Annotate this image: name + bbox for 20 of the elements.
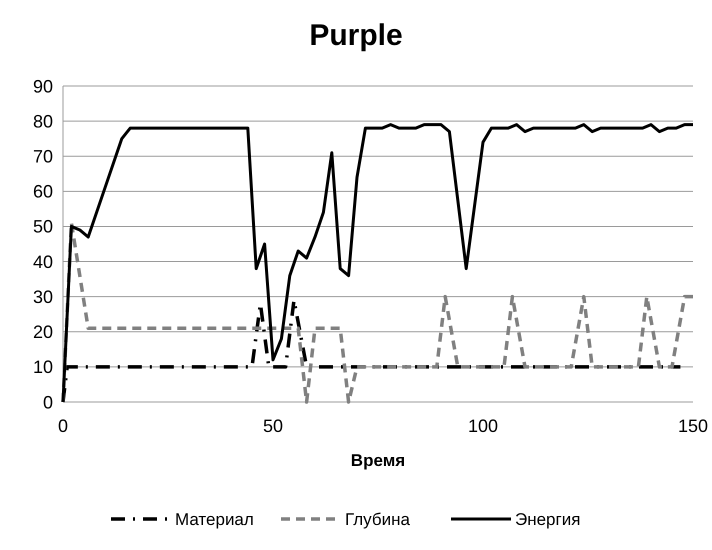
y-tick-label: 30 (32, 286, 53, 307)
y-tick-label: 90 (32, 76, 53, 96)
y-tick-label: 20 (32, 322, 53, 342)
x-tick-label: 50 (262, 416, 284, 436)
y-tick-label: 10 (32, 357, 53, 378)
y-tick-label: 60 (32, 182, 53, 202)
legend-label: Энергия (515, 510, 580, 529)
y-tick-label: 40 (32, 252, 53, 272)
x-tick-label: 0 (58, 416, 68, 436)
x-tick-label: 100 (468, 416, 498, 436)
x-tick-label: 150 (678, 416, 708, 436)
legend-label: Материал (175, 510, 254, 529)
y-tick-label: 80 (32, 111, 53, 132)
legend-label: Глубина (345, 510, 410, 529)
chart-title: Purple (309, 19, 403, 52)
x-axis-title: Время (350, 451, 406, 470)
line-series (61, 221, 695, 404)
y-tick-label: 70 (32, 146, 53, 167)
y-tick-label: 50 (32, 216, 53, 237)
y-tick-label: 0 (42, 392, 53, 412)
